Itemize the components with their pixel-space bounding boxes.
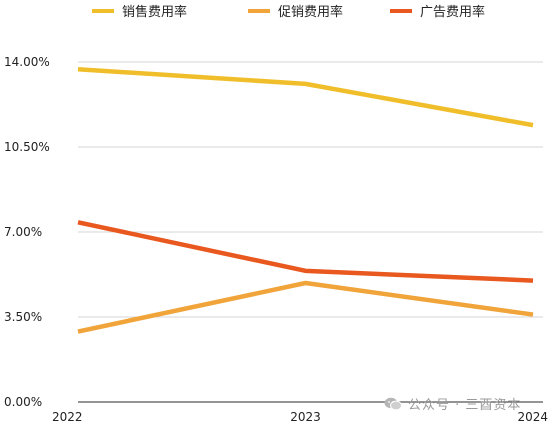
series-lines — [77, 67, 534, 334]
series-line-3 — [77, 220, 534, 283]
legend: 销售费用率 促销费用率 广告费用率 — [92, 4, 485, 20]
series-line-1 — [77, 67, 534, 128]
y-axis-ticks: 0.00% 3.50% 7.00% 10.50% 14.00% — [4, 55, 50, 409]
x-tick-label: 2023 — [290, 410, 321, 424]
wechat-icon — [384, 397, 402, 411]
legend-label: 广告费用率 — [420, 4, 485, 20]
y-tick-label: 14.00% — [4, 55, 50, 69]
x-tick-label: 2024 — [517, 410, 548, 424]
x-axis-ticks: 2022 2023 2024 — [52, 410, 548, 424]
y-tick-label: 10.50% — [4, 140, 50, 154]
y-tick-label: 3.50% — [4, 310, 42, 324]
x-tick-label: 2022 — [52, 410, 83, 424]
y-tick-label: 0.00% — [4, 395, 42, 409]
legend-label: 促销费用率 — [278, 4, 343, 20]
legend-label: 销售费用率 — [122, 4, 187, 20]
watermark-text: 公众号 · 三酉资本 — [408, 398, 522, 413]
series-line-2 — [77, 280, 534, 334]
y-tick-label: 7.00% — [4, 225, 42, 239]
watermark: 公众号 · 三酉资本 — [384, 394, 521, 413]
